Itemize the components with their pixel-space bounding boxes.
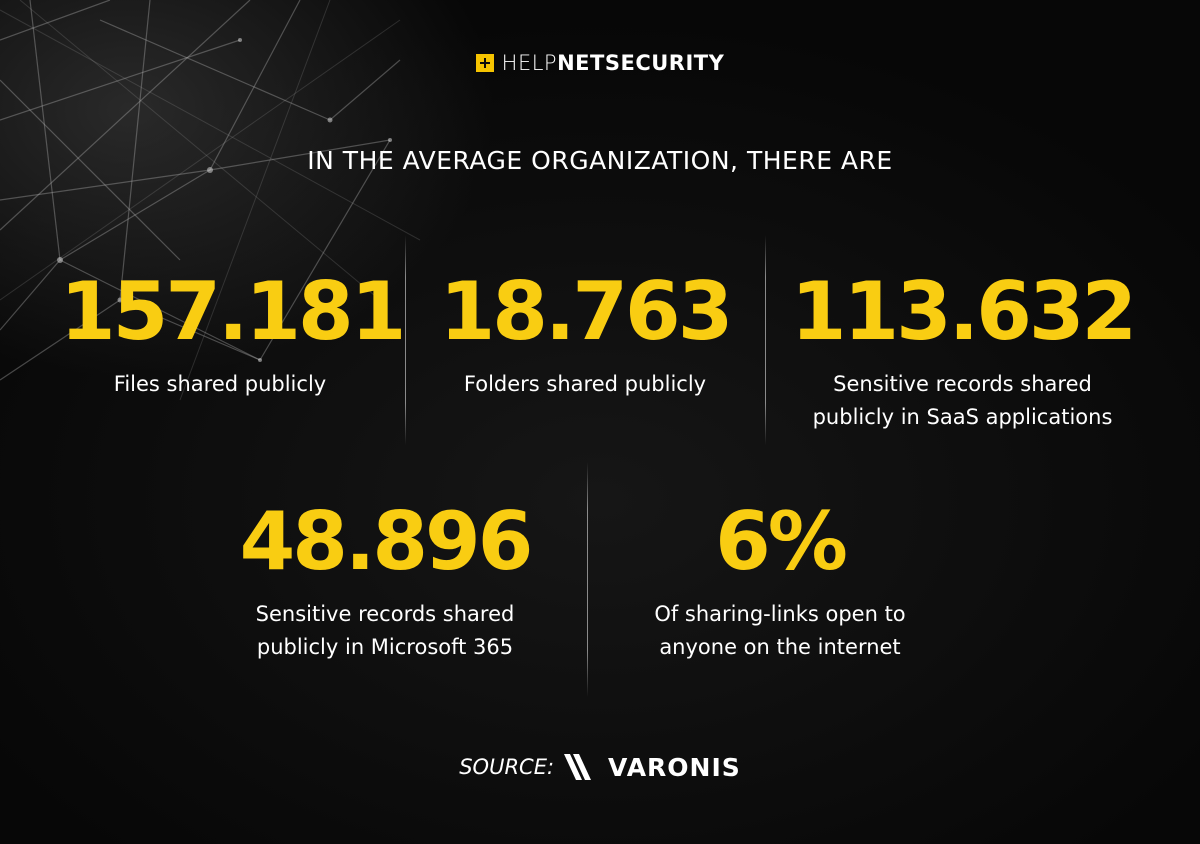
headline: IN THE AVERAGE ORGANIZATION, THERE ARE [307, 146, 893, 175]
varonis-logo: VARONIS [564, 752, 741, 782]
stat-value: 48.896 [239, 495, 534, 588]
stat-folders-shared: 18.763 Folders shared publicly [425, 272, 745, 401]
stat-label: Files shared publicly [113, 372, 327, 396]
stat-label: Sensitive records shared publicly in Mic… [255, 602, 515, 659]
stat-files-shared: 157.181 Files shared publicly [60, 265, 406, 401]
divider-3 [587, 462, 588, 697]
stat-value: 113.632 [790, 265, 1137, 358]
stat-value: 6% [715, 495, 848, 588]
varonis-double-slash-icon [564, 754, 592, 780]
varonis-wordmark: VARONIS [608, 752, 741, 782]
divider-1 [405, 235, 406, 445]
stat-label: Sensitive records shared publicly in Saa… [812, 372, 1113, 429]
stat-sharing-links: 6% Of sharing-links open to anyone on th… [620, 502, 940, 664]
stat-saas-records: 113.632 Sensitive records shared publicl… [775, 272, 1150, 434]
stat-label: Folders shared publicly [463, 372, 707, 396]
plus-box-icon [475, 54, 494, 72]
source-credit: SOURCE: VARONIS [0, 752, 1200, 782]
stat-label: Of sharing-links open to anyone on the i… [654, 602, 906, 659]
divider-2 [765, 235, 766, 445]
help-net-security-logo: HELPNETSECURITY [0, 51, 1200, 75]
stat-m365-records: 48.896 Sensitive records shared publicly… [215, 502, 555, 664]
stat-value: 18.763 [439, 265, 734, 358]
logo-wordmark: HELPNETSECURITY [502, 51, 725, 75]
source-label: SOURCE: [459, 755, 555, 779]
logo-text-bold: NETSECURITY [557, 51, 725, 75]
logo-text-light: HELP [501, 51, 558, 75]
stat-value: 157.181 [60, 265, 406, 358]
